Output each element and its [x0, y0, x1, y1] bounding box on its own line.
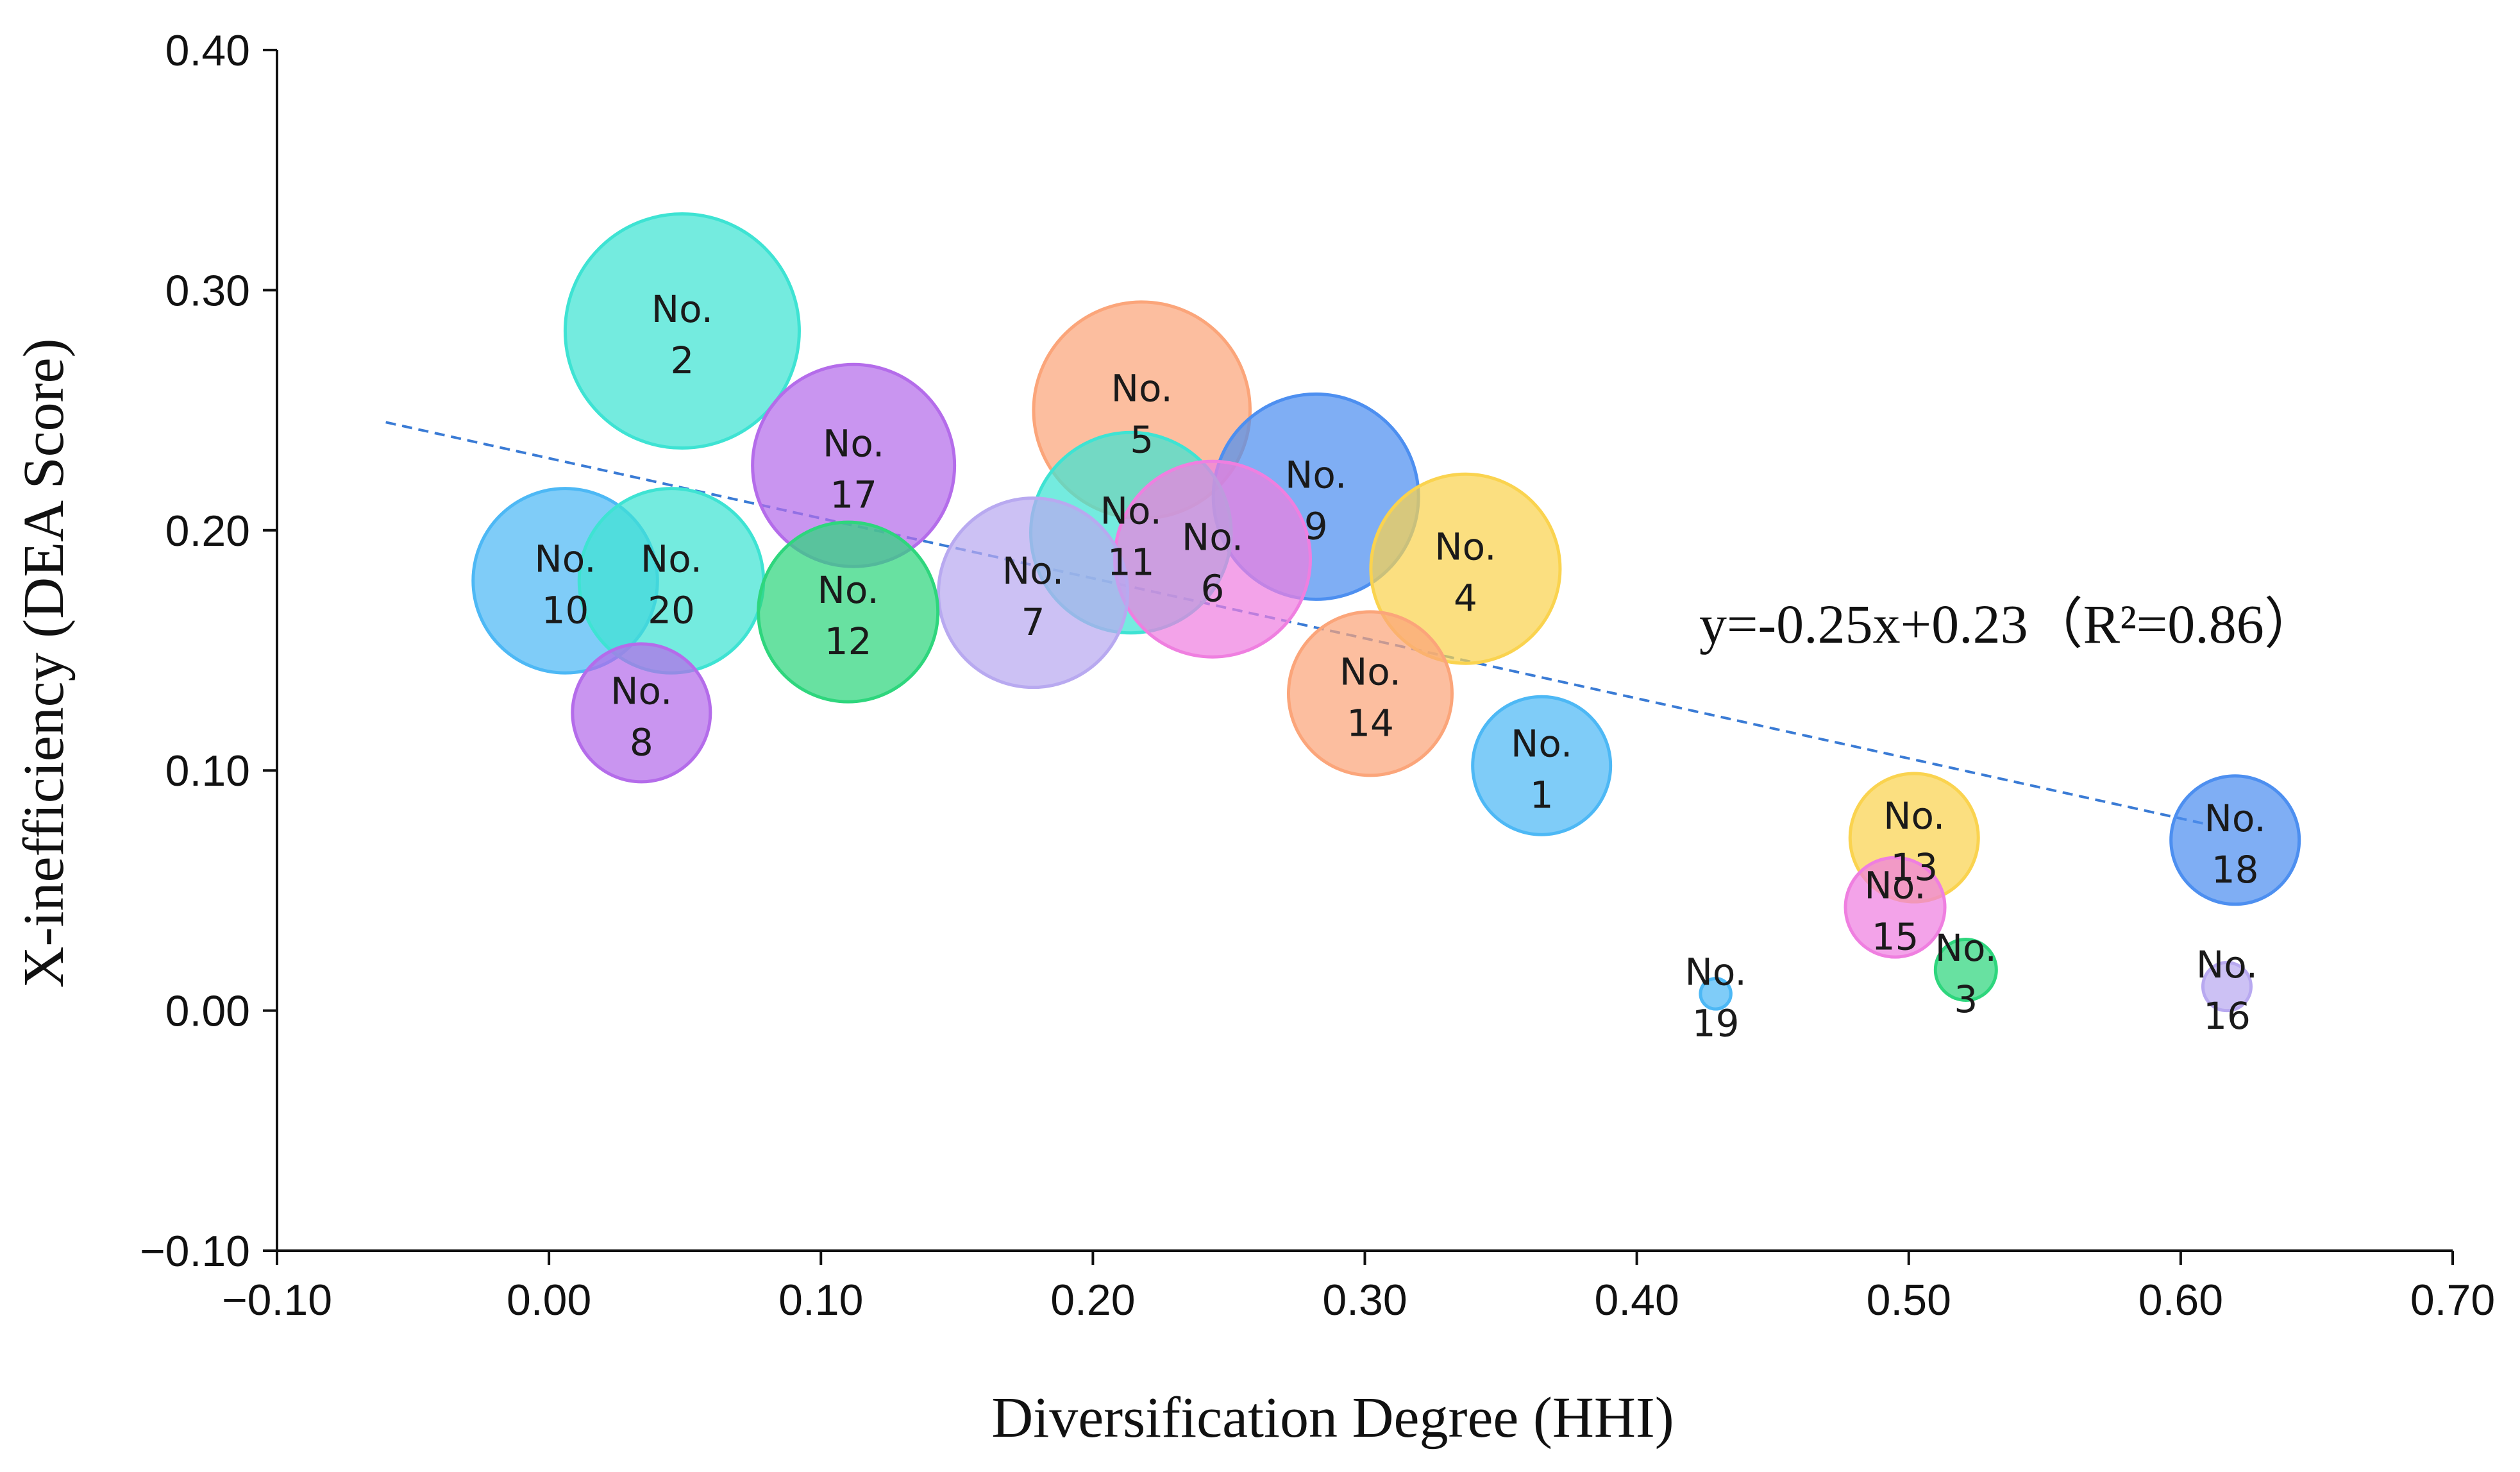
bubble-label-number: 2	[670, 339, 694, 382]
bubble-label-prefix: No.	[1684, 950, 1746, 994]
bubble-no-16	[2201, 961, 2253, 1013]
trendline	[385, 421, 2208, 826]
bubble-no-1	[1471, 695, 1613, 836]
bubble-label-prefix: No.	[1100, 489, 1162, 533]
bubble-label-number: 4	[1454, 577, 1477, 620]
y-tick-label: 0.20	[165, 507, 250, 555]
x-tick-label: 0.70	[2410, 1276, 2495, 1324]
bubble-label-prefix: No.	[1002, 549, 1064, 593]
bubble-label-number: 18	[2212, 848, 2259, 892]
bubble-no-2	[563, 212, 801, 450]
bubble-label-number: 17	[830, 473, 877, 517]
y-tick-label: −0.10	[140, 1227, 250, 1276]
bubble-label-number: 10	[542, 588, 589, 632]
x-ticks: −0.10 0.00 0.10 0.20 0.30 0.40 0.50 0.60 0.70	[222, 1251, 2495, 1324]
bubble-no-14	[1286, 610, 1454, 777]
bubble-no-12	[757, 520, 940, 704]
x-tick-label: 0.20	[1050, 1276, 1135, 1324]
x-axis-title: Diversification Degree (HHI)	[991, 1386, 1674, 1450]
bubble-label-prefix: No.	[818, 568, 879, 612]
bubble-label-prefix: No.	[1883, 794, 1945, 838]
x-tick-label: 0.60	[2138, 1276, 2223, 1324]
bubble-label-prefix: No.	[1434, 525, 1496, 569]
bubble-label-number: 3	[1954, 977, 1978, 1021]
bubble-label-number: 20	[648, 588, 695, 632]
bubble-label-prefix: No.	[534, 537, 596, 580]
bubble-no-15	[1844, 856, 1947, 959]
bubble-label-number: 11	[1107, 541, 1155, 584]
bubble-label-number: 13	[1890, 845, 1938, 889]
x-tick-label: 0.40	[1594, 1276, 1679, 1324]
bubble-label-number: 9	[1304, 504, 1328, 548]
bubble-no-18	[2169, 774, 2301, 906]
x-tick-label: 0.00	[507, 1276, 591, 1324]
bubble-label-prefix: No.	[651, 287, 713, 331]
y-tick-label: 0.00	[165, 987, 250, 1036]
y-axis-title: X-inefficiency (DEA Score)	[12, 339, 76, 988]
y-ticks: 0.40 0.30 0.20 0.10 0.00 −0.10	[140, 26, 277, 1276]
x-tick-label: −0.10	[222, 1276, 332, 1324]
bubble-label-number: 7	[1021, 600, 1045, 644]
y-tick-label: 0.40	[165, 26, 250, 75]
bubble-label-prefix: No.	[1511, 722, 1572, 766]
bubble-label-prefix: No.	[1111, 367, 1173, 410]
bubble-no-7	[937, 496, 1130, 689]
bubble-no-8	[571, 642, 712, 784]
x-tick-label: 0.50	[1867, 1276, 1951, 1324]
bubble-label-prefix: No.	[610, 669, 672, 713]
bubble-label-prefix: No.	[2205, 797, 2266, 840]
bubble-label-number: 19	[1692, 1001, 1740, 1045]
bubble-no-4	[1369, 472, 1562, 665]
bubble-label-number: 5	[1130, 418, 1154, 462]
bubble-labels: No.1No.2No.3No.4No.5No.6No.7No.8No.9No.1…	[534, 287, 2265, 1045]
bubbles	[471, 212, 2301, 1013]
y-tick-label: 0.10	[165, 747, 250, 795]
bubble-no-3	[1933, 937, 1998, 1002]
x-tick-label: 0.10	[778, 1276, 863, 1324]
trendline-group	[385, 421, 2208, 826]
bubble-label-number: 15	[1872, 915, 1919, 959]
bubble-label-prefix: No.	[823, 422, 884, 466]
bubble-label-number: 12	[825, 620, 872, 663]
bubble-label-number: 8	[630, 720, 653, 764]
bubble-label-number: 6	[1201, 567, 1225, 611]
bubble-label-prefix: No.	[641, 537, 702, 580]
bubble-label-prefix: No.	[1182, 516, 1243, 559]
bubble-label-number: 14	[1347, 701, 1394, 745]
bubble-label-prefix: No.	[1285, 453, 1347, 496]
bubble-label-number: 16	[2203, 994, 2251, 1038]
x-tick-label: 0.30	[1322, 1276, 1407, 1324]
bubble-label-prefix: No.	[1864, 864, 1926, 908]
bubble-label-number: 1	[1530, 774, 1554, 817]
y-tick-label: 0.30	[165, 266, 250, 315]
bubble-label-prefix: No.	[2196, 943, 2258, 986]
bubble-label-prefix: No.	[1340, 650, 1401, 693]
bubble-label-prefix: No.	[1935, 926, 1997, 970]
bubble-no-19	[1699, 977, 1733, 1011]
trendline-equation: y=-0.25x+0.23（R²=0.86）	[1699, 593, 2319, 655]
